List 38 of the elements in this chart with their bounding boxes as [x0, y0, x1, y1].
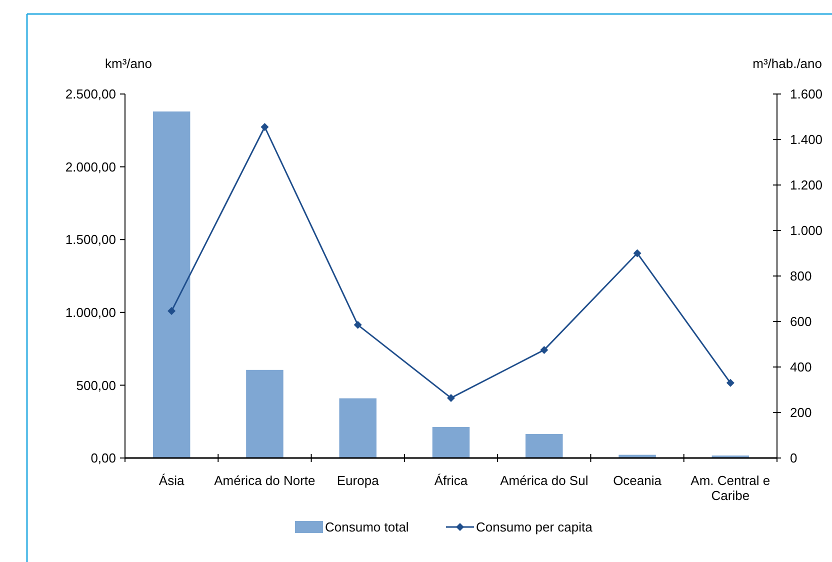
bar	[526, 434, 563, 458]
y2-axis-title: m³/hab./ano	[752, 56, 822, 71]
y-tick-label: 2.500,00	[65, 86, 116, 102]
point	[633, 249, 642, 258]
point	[726, 378, 734, 387]
point	[354, 320, 362, 329]
point	[540, 346, 548, 354]
y2-tick-label: 200	[790, 405, 812, 420]
x-tick-label: América do Norte	[214, 473, 316, 488]
y-axis-title: km³/ano	[105, 56, 152, 71]
legend-label: Consumo total	[325, 520, 409, 535]
point	[168, 307, 176, 316]
point	[260, 122, 269, 131]
y-tick-label: 1.000,00	[65, 304, 116, 320]
y2-tick-label: 800	[790, 268, 812, 284]
y2-tick-label: 1.000	[790, 223, 823, 238]
y2-tick-label: 1.400	[790, 132, 823, 148]
x-tick-label: Europa	[336, 473, 380, 488]
y2-tick-label: 1.200	[790, 178, 823, 193]
y2-tick-label: 0	[790, 450, 798, 466]
bar	[152, 111, 190, 458]
y-tick-label: 500,00	[76, 378, 116, 393]
x-tick-label: Oceania	[613, 473, 662, 488]
x-tick-label: África	[434, 473, 468, 488]
legend-label: Consumo per capita	[476, 520, 594, 535]
x-tick-label: Ásia	[158, 473, 185, 488]
x-tick-label: América do Sul	[500, 473, 588, 488]
bar	[339, 398, 376, 458]
y2-tick-label: 1.600	[790, 86, 823, 102]
y2-tick-label: 600	[790, 314, 812, 330]
bar	[246, 370, 284, 458]
bar	[432, 426, 470, 458]
y-tick-label: 0,00	[90, 450, 116, 466]
x-tick-label: Am. Central e Caribe	[690, 473, 770, 503]
y2-tick-label: 400	[790, 360, 812, 375]
y-tick-label: 1.500,00	[65, 232, 116, 248]
y-tick-label: 2.000,00	[65, 159, 116, 174]
point	[447, 394, 455, 402]
